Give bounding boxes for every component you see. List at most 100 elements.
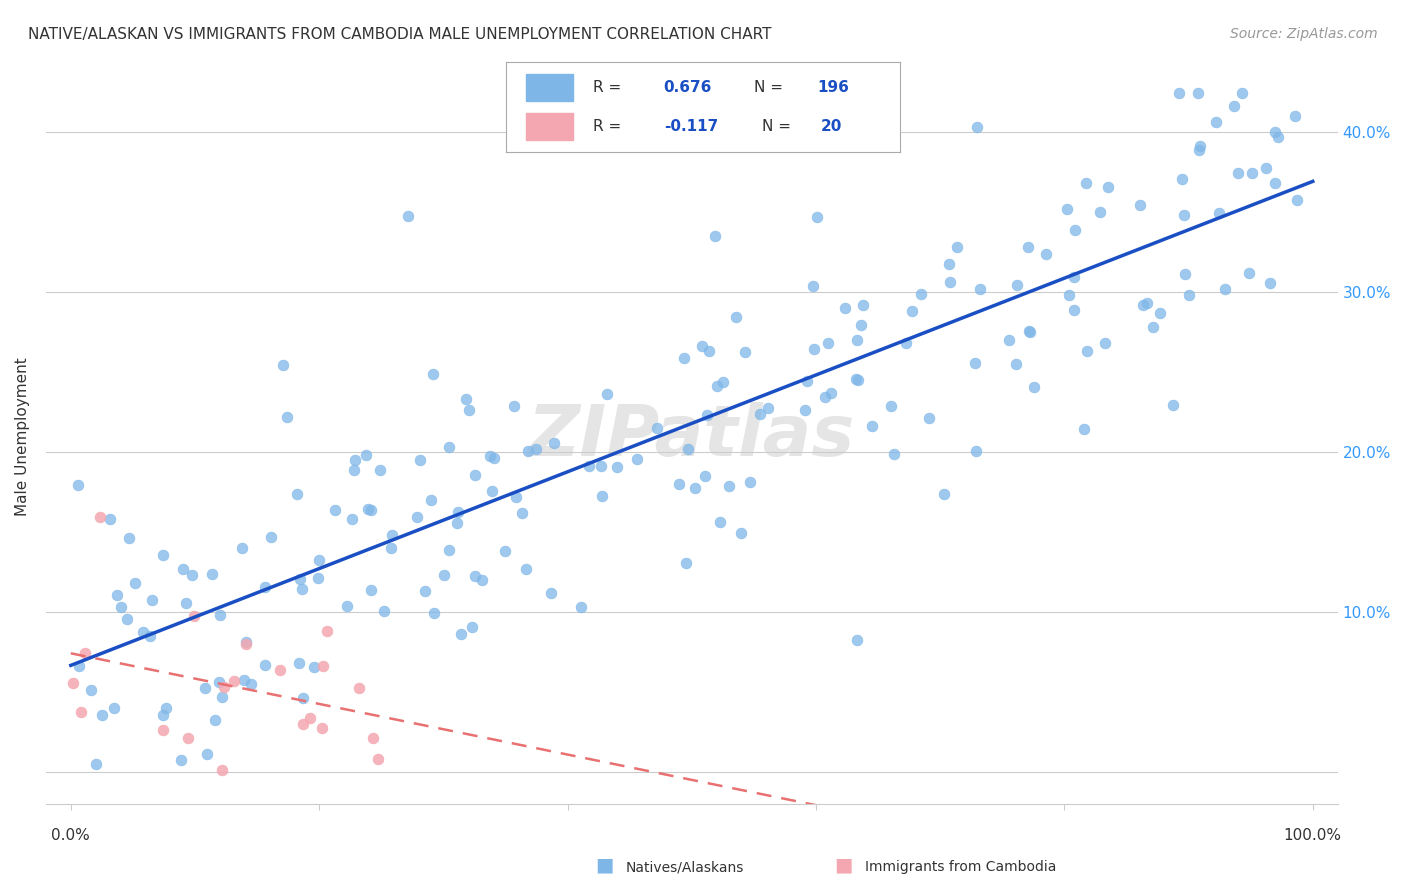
Point bbox=[1004, 357, 1026, 371]
Point bbox=[1240, 165, 1263, 179]
Point bbox=[879, 399, 901, 413]
Point bbox=[817, 335, 839, 350]
Point bbox=[668, 476, 690, 491]
Point bbox=[235, 634, 257, 648]
Point bbox=[860, 418, 883, 433]
Point bbox=[683, 481, 706, 495]
Text: 0.676: 0.676 bbox=[664, 80, 711, 95]
Point bbox=[918, 411, 941, 425]
Point bbox=[695, 469, 717, 483]
Point bbox=[1264, 177, 1286, 191]
Point bbox=[1074, 176, 1097, 190]
Point bbox=[276, 409, 298, 424]
Point bbox=[479, 450, 502, 464]
Point bbox=[1017, 240, 1039, 254]
Point bbox=[1149, 306, 1171, 320]
Point bbox=[645, 421, 668, 435]
Point bbox=[437, 542, 460, 557]
Point bbox=[1022, 380, 1045, 394]
Point bbox=[152, 708, 174, 723]
Point bbox=[1076, 343, 1098, 358]
Point bbox=[543, 435, 565, 450]
Point bbox=[194, 681, 217, 695]
Point bbox=[699, 344, 721, 359]
Point bbox=[711, 375, 734, 389]
Point bbox=[969, 282, 991, 296]
Point bbox=[505, 490, 527, 504]
Point bbox=[419, 492, 441, 507]
Point bbox=[464, 569, 486, 583]
Point bbox=[413, 584, 436, 599]
Point bbox=[433, 567, 456, 582]
Point bbox=[756, 401, 779, 416]
Point bbox=[591, 459, 613, 474]
Point bbox=[336, 599, 359, 613]
Point bbox=[1063, 302, 1085, 317]
Point bbox=[437, 441, 460, 455]
Point bbox=[1188, 143, 1211, 157]
FancyBboxPatch shape bbox=[526, 74, 574, 101]
Point bbox=[446, 516, 468, 530]
Point bbox=[91, 707, 114, 722]
Point bbox=[675, 556, 697, 570]
Point bbox=[524, 442, 547, 457]
Point bbox=[212, 680, 235, 694]
Point bbox=[124, 575, 146, 590]
Point bbox=[1135, 296, 1157, 310]
Point bbox=[110, 600, 132, 615]
Point bbox=[1019, 325, 1042, 339]
Text: -0.117: -0.117 bbox=[664, 120, 718, 134]
Point bbox=[814, 390, 837, 404]
Point bbox=[204, 713, 226, 727]
Point bbox=[1018, 324, 1040, 338]
Point bbox=[103, 700, 125, 714]
Point bbox=[181, 568, 204, 582]
Point bbox=[349, 681, 371, 695]
Point bbox=[1208, 205, 1230, 219]
Point bbox=[170, 753, 193, 767]
Point bbox=[298, 711, 321, 725]
Point bbox=[260, 530, 283, 544]
Point bbox=[820, 386, 842, 401]
Point bbox=[141, 592, 163, 607]
Point bbox=[846, 373, 869, 387]
Point bbox=[380, 541, 402, 555]
Point bbox=[1189, 138, 1212, 153]
Point bbox=[1173, 208, 1195, 222]
Point bbox=[569, 599, 592, 614]
Point bbox=[845, 372, 868, 386]
Point bbox=[176, 597, 198, 611]
Point bbox=[1142, 320, 1164, 334]
Point bbox=[235, 637, 257, 651]
Point bbox=[1178, 288, 1201, 302]
Point bbox=[340, 512, 363, 526]
Point bbox=[290, 572, 312, 586]
Point bbox=[1171, 171, 1194, 186]
Point bbox=[1168, 86, 1191, 100]
Y-axis label: Male Unemployment: Male Unemployment bbox=[15, 357, 30, 516]
Text: ZIPatlas: ZIPatlas bbox=[529, 401, 855, 471]
Point bbox=[66, 477, 89, 491]
Point bbox=[846, 633, 869, 648]
Point bbox=[709, 515, 731, 529]
Point bbox=[406, 510, 429, 524]
Point bbox=[706, 379, 728, 393]
Point bbox=[86, 756, 108, 771]
Point bbox=[197, 747, 219, 761]
Point bbox=[966, 120, 988, 135]
Point bbox=[1063, 269, 1085, 284]
Point bbox=[291, 691, 314, 706]
Point bbox=[1239, 266, 1261, 280]
Point bbox=[512, 506, 534, 520]
Point bbox=[360, 503, 382, 517]
Point bbox=[1097, 180, 1119, 194]
Point bbox=[271, 358, 294, 372]
Point bbox=[422, 607, 444, 621]
Point bbox=[998, 333, 1021, 347]
Point bbox=[696, 409, 718, 423]
Point bbox=[932, 486, 955, 500]
Point bbox=[354, 448, 377, 462]
Text: Natives/Alaskans: Natives/Alaskans bbox=[626, 860, 744, 874]
Point bbox=[69, 705, 91, 719]
Point bbox=[730, 525, 752, 540]
